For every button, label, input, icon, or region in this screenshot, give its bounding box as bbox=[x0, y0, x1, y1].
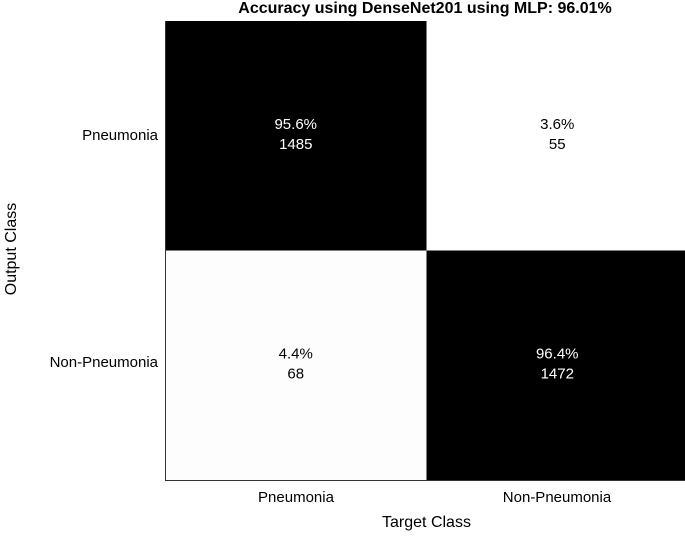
x-axis-label: Target Class bbox=[382, 514, 471, 531]
cell-count-0-1: 55 bbox=[549, 136, 566, 153]
matrix-cell-0-1 bbox=[426, 21, 685, 251]
chart-title: Accuracy using DenseNet201 using MLP: 96… bbox=[238, 0, 612, 17]
cell-percent-0-0: 95.6% bbox=[274, 116, 317, 133]
y-tick-label-pneumonia: Pneumonia bbox=[82, 127, 158, 144]
cell-percent-1-1: 96.4% bbox=[536, 345, 579, 362]
cell-percent-1-0: 4.4% bbox=[279, 345, 313, 362]
axes-border bbox=[165, 21, 685, 481]
y-tick-label-non-pneumonia: Non-Pneumonia bbox=[49, 354, 158, 371]
x-tick-label-pneumonia: Pneumonia bbox=[258, 489, 334, 506]
x-tick-label-non-pneumonia: Non-Pneumonia bbox=[502, 489, 612, 506]
y-axis-label: Output Class bbox=[3, 202, 20, 296]
cell-count-1-0: 68 bbox=[287, 365, 304, 382]
cell-count-1-1: 1472 bbox=[541, 365, 574, 382]
cell-percent-0-1: 3.6% bbox=[540, 116, 574, 133]
matrix-cell-1-1 bbox=[426, 250, 685, 480]
matrix-cell-0-0 bbox=[165, 21, 427, 251]
matrix-cell-1-0 bbox=[165, 250, 427, 480]
cell-count-0-0: 1485 bbox=[279, 136, 312, 153]
